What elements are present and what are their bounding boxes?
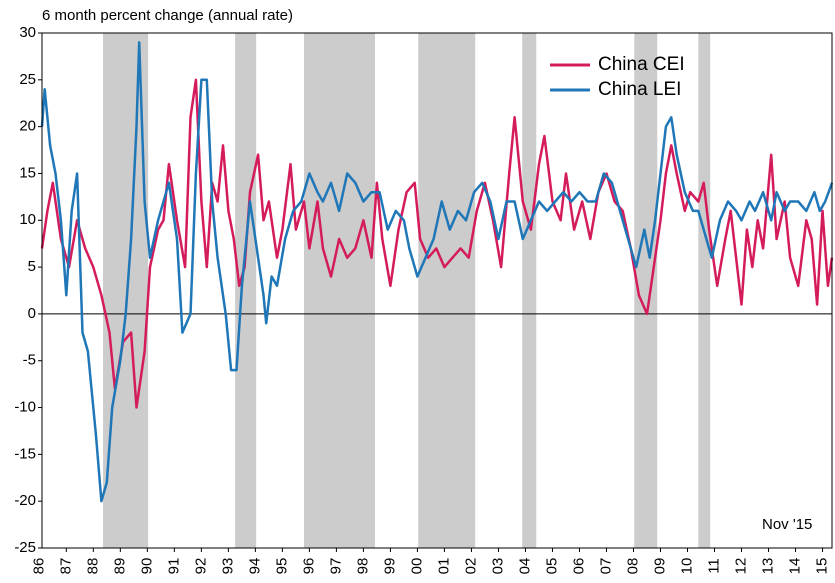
x-tick-label: 05 — [543, 558, 560, 575]
x-tick-label: 86 — [30, 558, 47, 575]
y-tick-label: 0 — [28, 305, 36, 322]
x-tick-label: 90 — [138, 558, 155, 575]
y-tick-label: 25 — [19, 71, 36, 88]
x-tick-label: 89 — [111, 558, 128, 575]
series-line — [40, 78, 834, 409]
y-tick-label: -20 — [14, 492, 36, 509]
x-tick-label: 01 — [435, 558, 452, 575]
x-tick-label: 15 — [814, 558, 831, 575]
x-tick-label: 95 — [273, 558, 290, 575]
axis-title: 6 month percent change (annual rate) — [42, 7, 293, 24]
x-tick-label: 91 — [165, 558, 182, 575]
y-tick-label: -25 — [14, 539, 36, 556]
x-tick-label: 96 — [300, 558, 317, 575]
x-tick-label: 04 — [516, 558, 533, 575]
shaded-period — [303, 33, 376, 548]
x-tick-label: 02 — [462, 558, 479, 575]
annotation: Nov '15 — [762, 516, 812, 533]
x-tick-label: 00 — [408, 558, 425, 575]
y-tick-label: 5 — [28, 258, 36, 275]
series-line — [40, 41, 834, 503]
shaded-period — [235, 33, 257, 548]
shaded-period — [418, 33, 476, 548]
plot-frame — [41, 32, 833, 549]
x-tick-label: 11 — [705, 558, 722, 574]
y-tick-label: 10 — [19, 211, 36, 228]
x-tick-label: 03 — [489, 558, 506, 575]
shaded-period — [634, 33, 658, 548]
x-tick-label: 94 — [246, 558, 263, 575]
x-tick-label: 12 — [732, 558, 749, 575]
x-tick-label: 10 — [678, 558, 695, 575]
x-tick-label: 92 — [192, 558, 209, 575]
y-tick-label: -10 — [14, 399, 36, 416]
y-tick-label: 15 — [19, 164, 36, 181]
x-tick-label: 07 — [597, 558, 614, 575]
lines — [40, 41, 834, 503]
shaded-period — [698, 33, 711, 548]
y-tick-label: -15 — [14, 445, 36, 462]
legend: China CEI China LEI — [550, 54, 685, 100]
x-tick-label: 08 — [624, 558, 641, 575]
legend-label: China CEI — [598, 54, 685, 75]
y-tick-label: 30 — [19, 24, 36, 41]
x-tick-label: 93 — [219, 558, 236, 575]
shaded-period — [522, 33, 537, 548]
x-tick-label: 97 — [327, 558, 344, 575]
x-tick-label: 09 — [651, 558, 668, 575]
x-tick-label: 87 — [57, 558, 74, 575]
x-tick-label: 06 — [570, 558, 587, 575]
legend-label: China LEI — [598, 79, 681, 100]
y-tick-label: -5 — [23, 352, 36, 369]
x-tick-label: 14 — [787, 558, 804, 575]
x-tick-label: 13 — [759, 558, 776, 575]
shaded-periods — [103, 33, 711, 548]
x-tick-label: 98 — [354, 558, 371, 575]
x-tick-label: 99 — [381, 558, 398, 575]
x-tick-label: 88 — [84, 558, 101, 575]
y-tick-label: 20 — [19, 118, 36, 135]
